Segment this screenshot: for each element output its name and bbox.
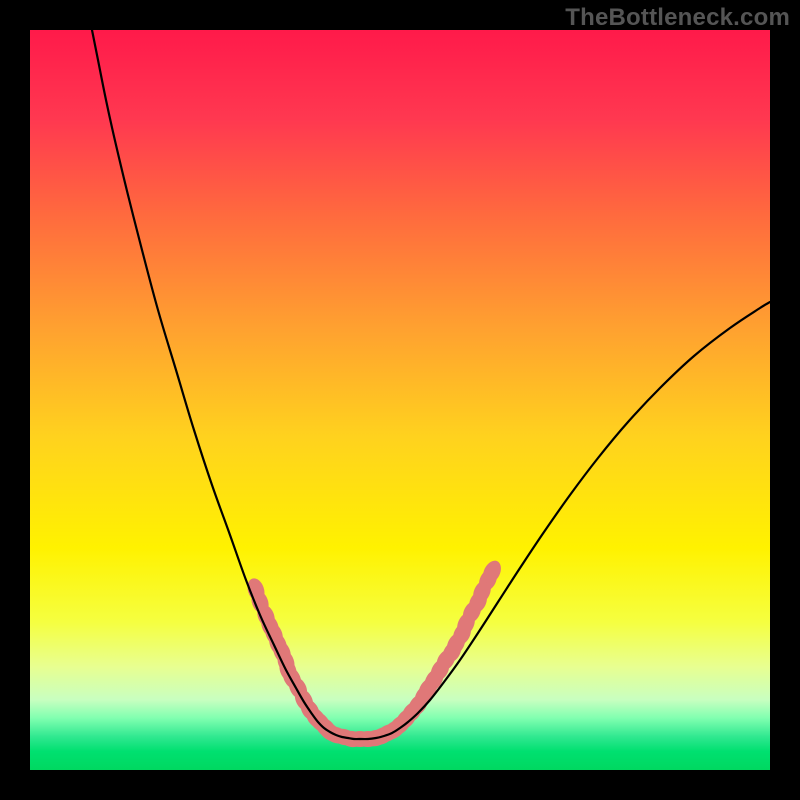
- plot-svg: [30, 30, 770, 770]
- chart-frame: TheBottleneck.com: [0, 0, 800, 800]
- gradient-background: [30, 30, 770, 770]
- watermark-label: TheBottleneck.com: [565, 4, 790, 32]
- plot-area: [30, 30, 770, 770]
